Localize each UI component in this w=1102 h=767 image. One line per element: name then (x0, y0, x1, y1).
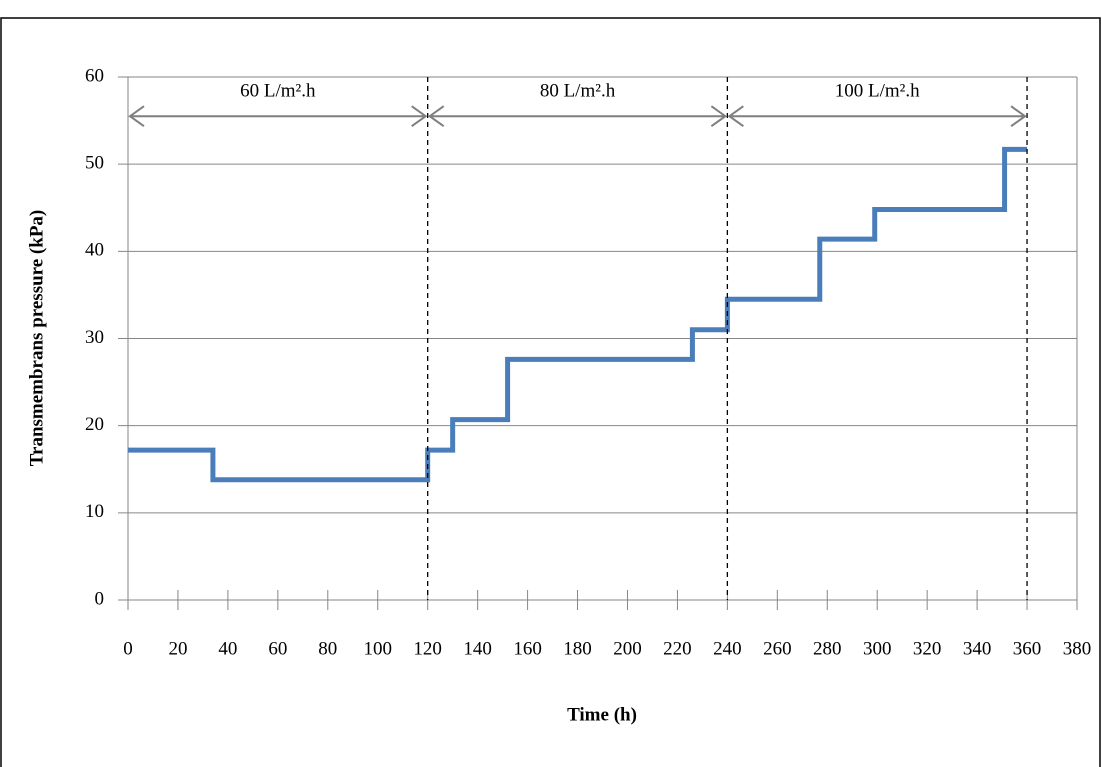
x-tick-label: 200 (613, 638, 642, 659)
x-tick-label: 20 (168, 638, 187, 659)
x-tick-label: 60 (268, 638, 287, 659)
x-tick-label: 240 (713, 638, 742, 659)
x-tick-label: 380 (1063, 638, 1092, 659)
range-label: 60 L/m².h (240, 81, 316, 102)
x-tick-label: 0 (123, 638, 133, 659)
x-tick-label: 180 (563, 638, 592, 659)
chart: Time (h) Transmembrans pressure (kPa) 0 1… (0, 0, 1102, 767)
x-tick-label: 120 (413, 638, 442, 659)
x-tick-label: 360 (1013, 638, 1042, 659)
x-tick-label: 140 (463, 638, 492, 659)
x-tick-label: 300 (863, 638, 892, 659)
range-arrow (430, 106, 726, 126)
x-tick-label: 220 (663, 638, 692, 659)
x-tick-label: 340 (963, 638, 992, 659)
x-tick-label: 280 (813, 638, 842, 659)
x-axis-label: Time (h) (567, 704, 637, 725)
data-line (128, 149, 1027, 479)
range-label: 100 L/m².h (835, 81, 920, 102)
y-tick-label: 50 (85, 153, 104, 174)
x-tick-label: 320 (913, 638, 942, 659)
x-tick-label: 40 (218, 638, 237, 659)
y-tick-label: 10 (85, 501, 104, 522)
x-tick-label: 260 (763, 638, 792, 659)
range-arrow (130, 106, 426, 126)
x-tick-label: 80 (318, 638, 337, 659)
y-tick-label: 60 (85, 65, 104, 86)
y-tick-label: 30 (85, 327, 104, 348)
y-axis-label: Transmembrans pressure (kPa) (26, 210, 47, 467)
y-tick-label: 40 (85, 240, 104, 261)
x-tick-label: 100 (363, 638, 392, 659)
range-label: 80 L/m².h (540, 81, 616, 102)
range-arrow (729, 106, 1025, 126)
y-tick-label: 0 (95, 588, 105, 609)
x-tick-label: 160 (513, 638, 542, 659)
y-tick-label: 20 (85, 414, 104, 435)
